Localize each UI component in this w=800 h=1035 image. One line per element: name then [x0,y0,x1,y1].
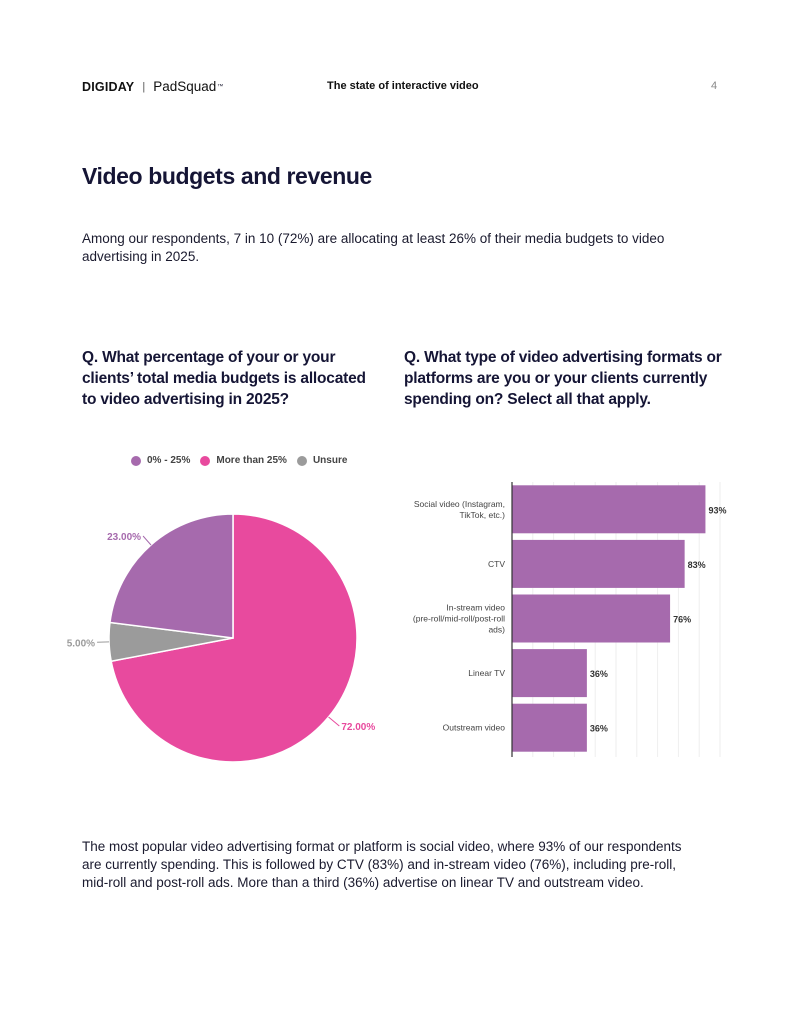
pie-legend: 0% - 25% More than 25% Unsure [131,455,357,466]
legend-item: More than 25% [200,455,287,466]
pie-leader-line [142,535,152,546]
category-label-line: CTV [488,559,505,569]
bar-data-label: 36% [590,669,608,679]
legend-item: 0% - 25% [131,455,190,466]
brand-logo: DIGIDAY | PadSquad ™ [82,79,223,94]
bar-chart: 93% Social video (Instagram, TikTok, etc.)… [413,482,726,757]
pie-slice [110,513,358,763]
category-label: Outstream video [443,723,506,733]
section-title: Video budgets and revenue [82,163,372,189]
digiday-logo: DIGIDAY [82,79,135,94]
legend-swatch [200,455,211,466]
legend-swatch [131,455,141,466]
bar-data-label: 83% [688,560,706,570]
outro-paragraph: The most popular video advertising forma… [82,839,682,890]
intro-paragraph: Among our respondents, 7 in 10 (72%) are… [82,231,665,264]
category-label-line: TikTok, etc.) [460,510,506,520]
category-label: Linear TV [468,668,505,678]
pie-slice [109,513,234,639]
question-left: Q. What percentage of your or your clien… [82,349,366,408]
bar [512,485,706,534]
category-label-line: Linear TV [468,668,505,678]
trademark-mark: ™ [217,83,224,90]
bar [512,649,587,698]
category-label-line: ads) [488,625,505,635]
category-label: In-stream video (pre-roll/mid-roll/post-r… [413,603,505,635]
legend-label: 0% - 25% [147,455,191,466]
category-label: CTV [488,559,505,569]
bar-data-label: 36% [590,724,608,734]
bar-data-label: 76% [673,615,691,625]
report-title: The state of interactive video [327,80,479,92]
category-label-line: In-stream video [446,603,505,613]
question-right: Q. What type of video advertising format… [404,349,722,408]
category-label-line: Social video (Instagram, [414,499,505,509]
bar [512,703,587,752]
bar [512,594,671,643]
bar-data-label: 93% [708,505,726,515]
category-label-line: Outstream video [443,723,506,733]
legend-swatch [296,455,307,466]
padsquad-logo: PadSquad [153,79,217,94]
legend-label: More than 25% [216,455,287,466]
page-number: 4 [711,80,718,92]
legend-label: Unsure [312,455,348,466]
pie-data-label: 23.00% [107,532,141,543]
pie-chart: 23.00% 72.00% 5.00% [67,513,375,763]
pie-leader-line [328,716,340,727]
category-label: Social video (Instagram, TikTok, etc.) [414,499,505,520]
logo-separator: | [142,80,146,93]
pie-data-label: 72.00% [341,722,375,733]
category-label-line: (pre-roll/mid-roll/post-roll [413,614,505,624]
bar [512,539,685,588]
pie-data-label: 5.00% [67,638,95,649]
legend-item: Unsure [296,455,348,466]
